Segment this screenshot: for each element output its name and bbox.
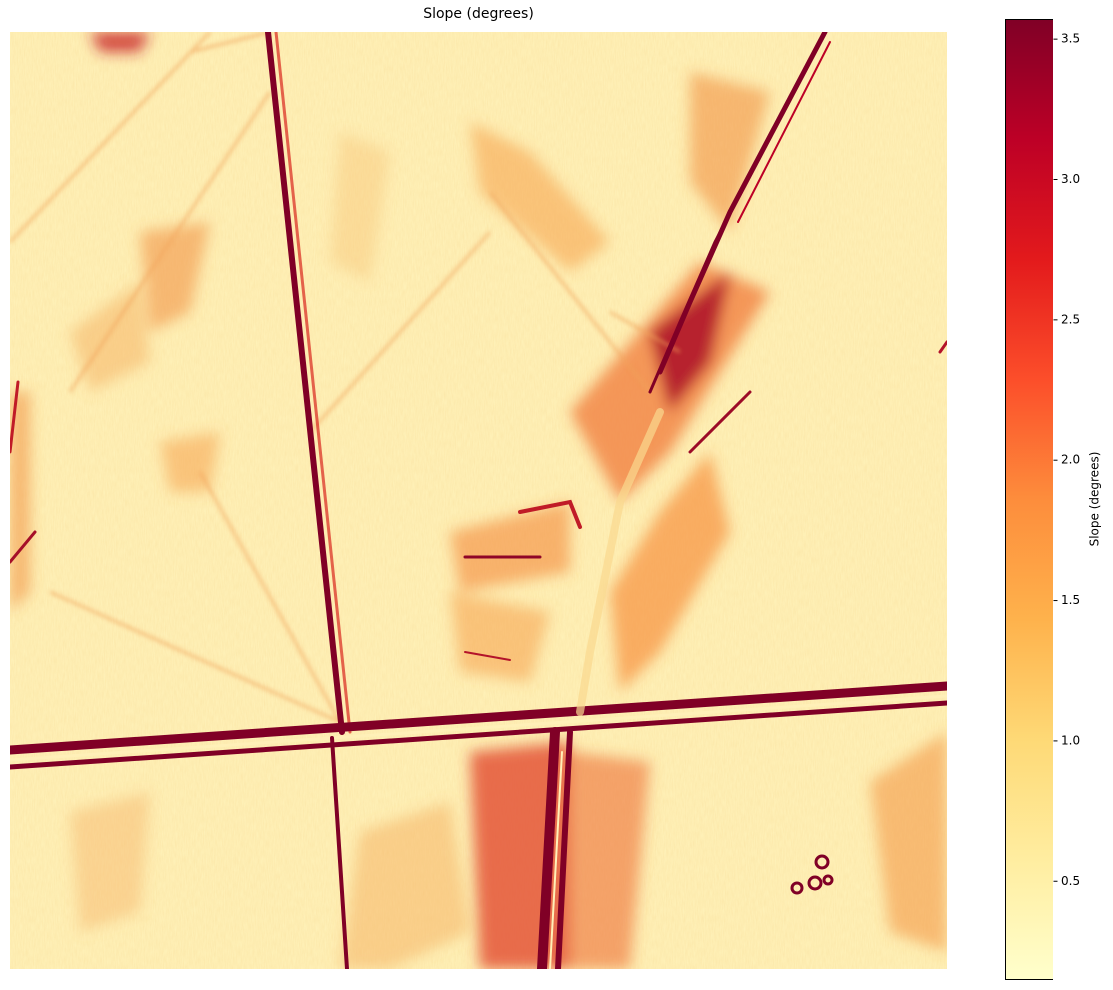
small-depressions <box>790 854 834 895</box>
colorbar-tick-label: 2.0 <box>1061 453 1080 467</box>
colorbar-tick-label: 0.5 <box>1061 874 1080 888</box>
colorbar-label: Slope (degrees) <box>1088 452 1102 547</box>
colorbar-tick-label: 2.5 <box>1061 312 1080 326</box>
colorbar <box>1005 19 1053 980</box>
colorbar-tick-label: 1.5 <box>1061 593 1080 607</box>
colorbar-gradient <box>1005 19 1053 980</box>
colorbar-tick-label: 1.0 <box>1061 733 1080 747</box>
colorbar-tick-label: 3.0 <box>1061 172 1080 186</box>
slope-heatmap <box>10 32 947 969</box>
colorbar-tick-overlay: 0.5 1.0 1.5 2.0 2.5 3.0 3.5 <box>1053 32 1080 888</box>
colorbar-tick-label: 3.5 <box>1061 32 1080 46</box>
colorbar-label-container: Slope (degrees) <box>1088 452 1102 547</box>
steep-linear-features <box>10 32 947 969</box>
ridge-lines <box>10 32 681 724</box>
chart-title: Slope (degrees) <box>423 6 534 22</box>
